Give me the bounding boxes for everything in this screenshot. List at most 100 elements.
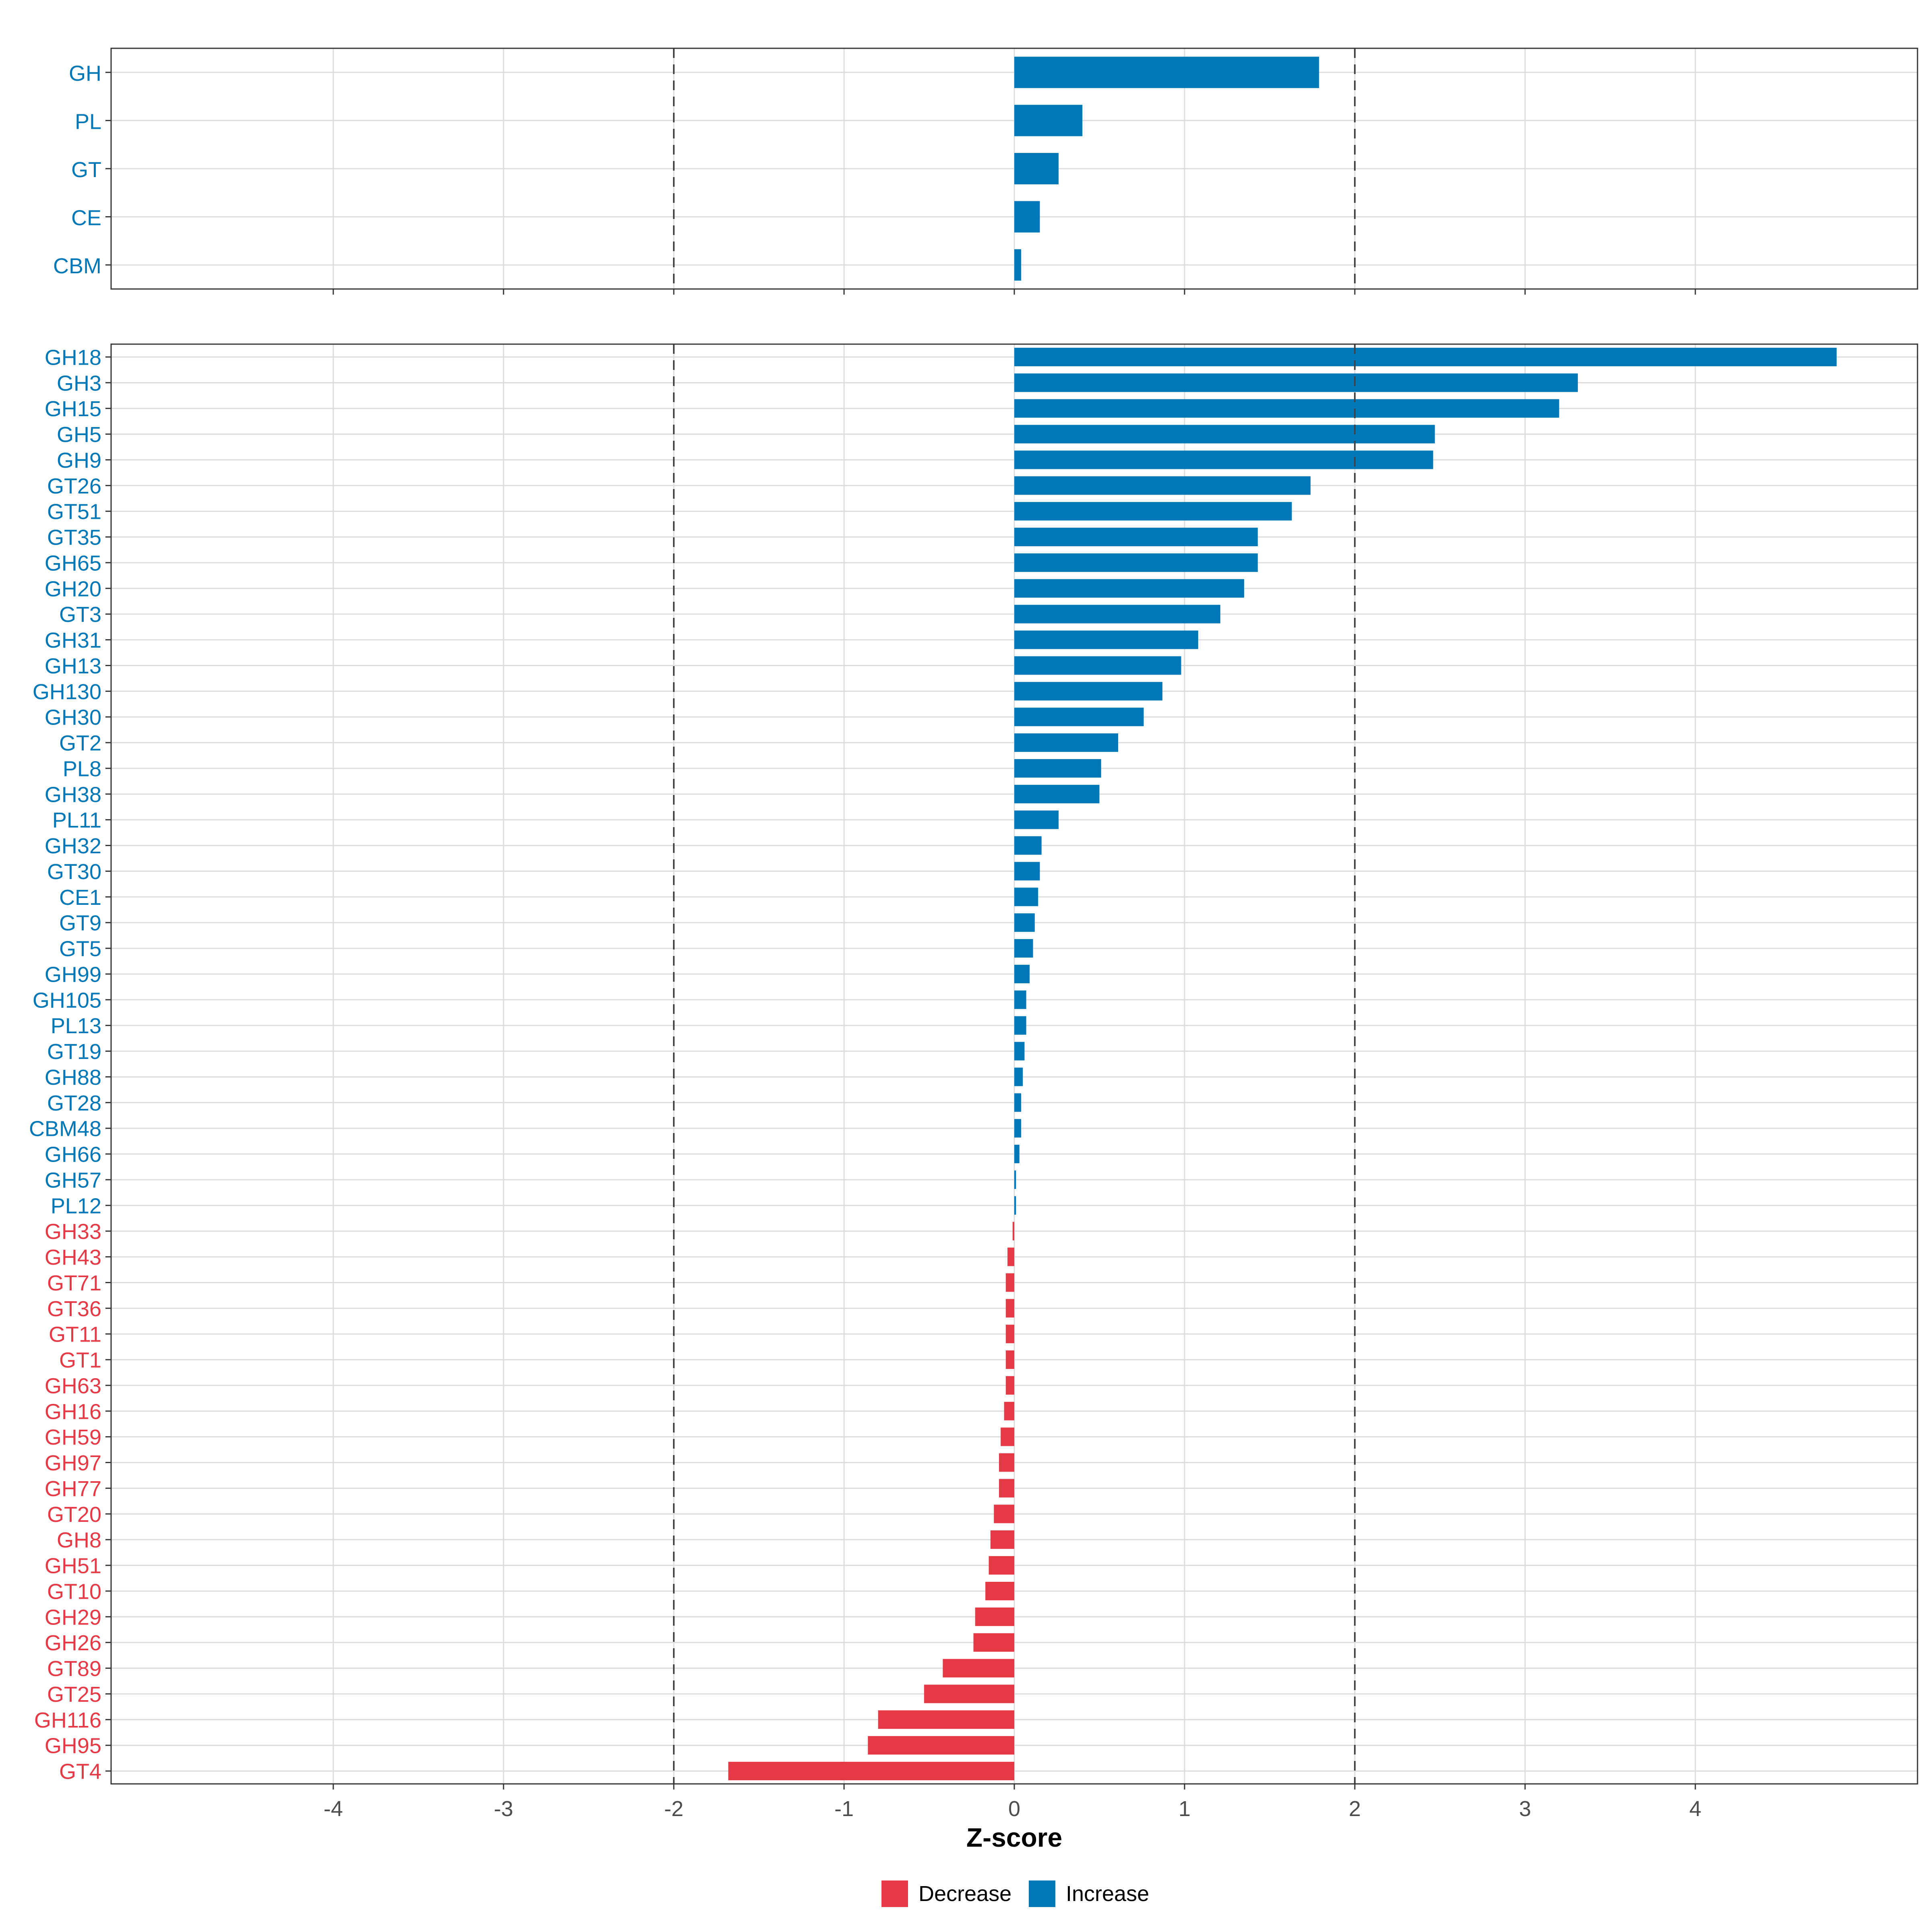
bar-gh29 bbox=[975, 1607, 1014, 1626]
bar-gh65 bbox=[1014, 553, 1258, 572]
category-label-gt10: GT10 bbox=[47, 1579, 101, 1604]
x-axis: -4 -3 -2 -1 0 1 2 3 4 bbox=[324, 1797, 1701, 1821]
bar-gt26 bbox=[1014, 476, 1311, 495]
category-label-ce: CE bbox=[71, 206, 101, 230]
bar-gh bbox=[1014, 56, 1319, 88]
bar-pl12 bbox=[1014, 1196, 1016, 1215]
category-label-gt51: GT51 bbox=[47, 500, 101, 524]
category-label-gh26: GH26 bbox=[45, 1631, 101, 1655]
bar-gh26 bbox=[973, 1633, 1014, 1652]
bar-gh38 bbox=[1014, 784, 1100, 803]
category-label-pl13: PL13 bbox=[51, 1014, 101, 1038]
bar-gh18 bbox=[1014, 347, 1837, 366]
bar-pl11 bbox=[1014, 810, 1059, 829]
bar-ce1 bbox=[1014, 888, 1038, 906]
bar-gh3 bbox=[1014, 373, 1578, 392]
bar-gt30 bbox=[1014, 862, 1040, 881]
bar-gt9 bbox=[1014, 913, 1035, 932]
category-label-gh51: GH51 bbox=[45, 1554, 101, 1578]
bar-gt bbox=[1014, 153, 1059, 184]
bar-gh33 bbox=[1012, 1222, 1014, 1241]
x-tick-label: 3 bbox=[1519, 1797, 1531, 1821]
category-label-gh130: GH130 bbox=[33, 680, 101, 704]
category-label-gt9: GT9 bbox=[59, 911, 101, 935]
x-tick-label: 4 bbox=[1689, 1797, 1701, 1821]
category-label-gh31: GH31 bbox=[45, 628, 101, 652]
category-label-gt35: GT35 bbox=[47, 526, 101, 550]
category-label-gt11: GT11 bbox=[49, 1323, 101, 1347]
legend-swatch-decrease bbox=[881, 1880, 908, 1907]
x-tick-label: -3 bbox=[494, 1797, 513, 1821]
category-label-gh97: GH97 bbox=[45, 1451, 101, 1475]
bar-gt28 bbox=[1014, 1093, 1021, 1112]
legend-swatch-increase bbox=[1029, 1880, 1055, 1907]
category-label-gh18: GH18 bbox=[45, 345, 101, 369]
bar-cbm48 bbox=[1014, 1119, 1021, 1138]
bar-gt36 bbox=[1005, 1299, 1014, 1318]
category-label-pl11: PL11 bbox=[52, 808, 101, 832]
legend-label-decrease: Decrease bbox=[919, 1882, 1011, 1906]
category-label-gt: GT bbox=[71, 158, 101, 182]
category-label-pl8: PL8 bbox=[63, 757, 101, 781]
category-label-gh65: GH65 bbox=[45, 551, 101, 575]
category-label-gh95: GH95 bbox=[45, 1734, 101, 1758]
bar-gh9 bbox=[1014, 450, 1433, 469]
bar-gt35 bbox=[1014, 528, 1258, 547]
bar-gh15 bbox=[1014, 399, 1559, 418]
bar-gh95 bbox=[868, 1736, 1014, 1755]
category-label-gt5: GT5 bbox=[59, 937, 101, 961]
category-label-pl12: PL12 bbox=[51, 1194, 101, 1218]
bar-gt1 bbox=[1005, 1350, 1014, 1369]
category-label-gt30: GT30 bbox=[47, 860, 101, 884]
bar-gt11 bbox=[1005, 1325, 1014, 1344]
category-label-gh9: GH9 bbox=[57, 448, 101, 473]
category-label-gt89: GT89 bbox=[47, 1657, 101, 1681]
category-label-gh99: GH99 bbox=[45, 962, 101, 987]
bar-gh66 bbox=[1014, 1145, 1020, 1164]
category-label-gh63: GH63 bbox=[45, 1374, 101, 1398]
category-label-gh116: GH116 bbox=[34, 1708, 101, 1732]
bar-gt19 bbox=[1014, 1042, 1025, 1061]
category-label-cbm: CBM bbox=[53, 254, 101, 278]
bar-gh63 bbox=[1005, 1376, 1014, 1395]
bar-ce bbox=[1014, 201, 1040, 233]
bar-gh97 bbox=[999, 1453, 1014, 1472]
x-tick-label: 0 bbox=[1008, 1797, 1020, 1821]
legend: Decrease Increase bbox=[881, 1880, 1149, 1907]
bar-gt20 bbox=[994, 1505, 1014, 1523]
category-label-gh77: GH77 bbox=[45, 1477, 101, 1501]
x-axis-title: Z-score bbox=[966, 1823, 1062, 1852]
category-label-gh105: GH105 bbox=[33, 988, 101, 1012]
category-label-gh8: GH8 bbox=[57, 1528, 101, 1552]
bar-gh105 bbox=[1014, 990, 1026, 1009]
x-tick-label: 1 bbox=[1179, 1797, 1191, 1821]
category-label-gt20: GT20 bbox=[47, 1503, 101, 1527]
category-label-gt26: GT26 bbox=[47, 474, 101, 498]
bar-gh31 bbox=[1014, 630, 1198, 649]
bar-gh99 bbox=[1014, 964, 1030, 983]
bar-gh20 bbox=[1014, 579, 1245, 598]
bar-gh116 bbox=[878, 1710, 1014, 1729]
category-label-gh30: GH30 bbox=[45, 706, 101, 730]
bar-gh30 bbox=[1014, 708, 1144, 727]
category-label-cbm48: CBM48 bbox=[29, 1117, 101, 1141]
category-label-gh16: GH16 bbox=[45, 1399, 101, 1424]
category-label-gh: GH bbox=[69, 62, 101, 86]
bar-gh51 bbox=[989, 1556, 1014, 1575]
category-label-gh29: GH29 bbox=[45, 1605, 101, 1629]
bar-cbm bbox=[1014, 249, 1021, 281]
category-label-gt28: GT28 bbox=[47, 1091, 101, 1115]
top-panel: GH PL GT CE CBM bbox=[53, 47, 1918, 295]
category-label-gt2: GT2 bbox=[59, 731, 101, 755]
category-label-gh57: GH57 bbox=[45, 1168, 101, 1192]
category-label-gh32: GH32 bbox=[45, 834, 101, 858]
bar-gh88 bbox=[1014, 1067, 1023, 1086]
bar-gh57 bbox=[1014, 1170, 1016, 1189]
bar-pl13 bbox=[1014, 1016, 1026, 1035]
category-label-gt4: GT4 bbox=[59, 1760, 101, 1784]
bottom-panel: GH18GH3GH15GH5GH9GT26GT51GT35GH65GH20GT3… bbox=[29, 343, 1918, 1790]
x-tick-label: 2 bbox=[1349, 1797, 1361, 1821]
bar-pl bbox=[1014, 105, 1083, 136]
category-label-gt36: GT36 bbox=[47, 1297, 101, 1321]
